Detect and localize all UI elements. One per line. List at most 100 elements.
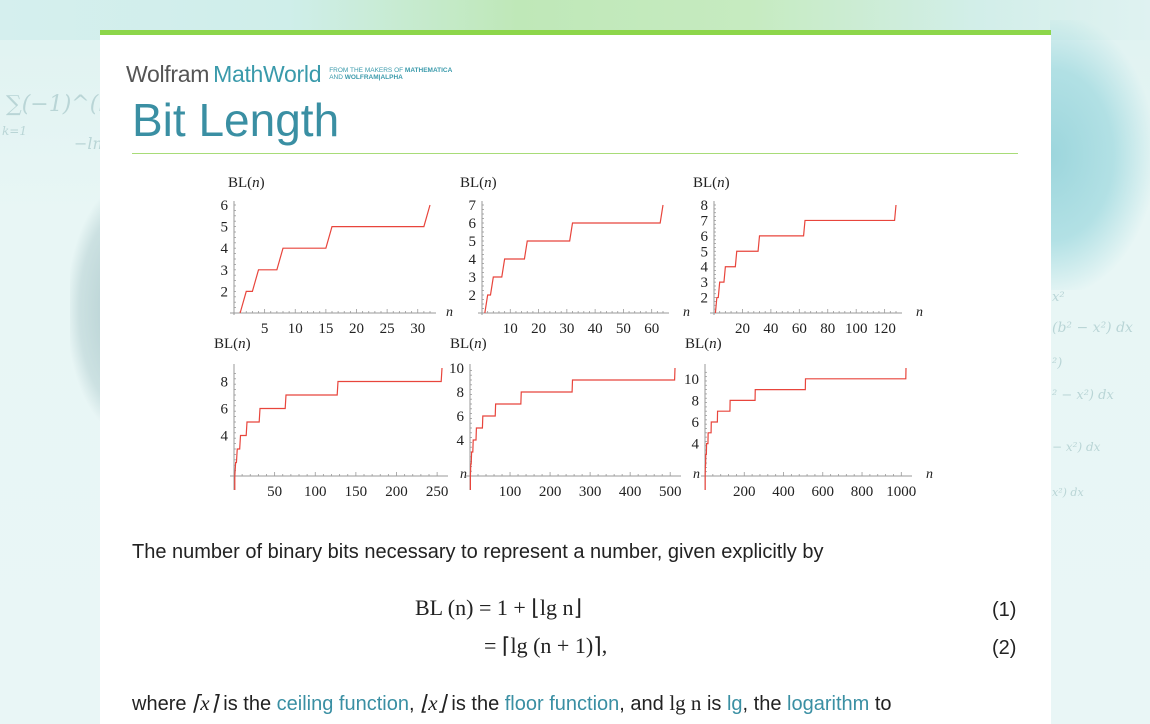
- svg-text:5: 5: [261, 321, 269, 337]
- svg-text:BL(n): BL(n): [228, 175, 265, 191]
- svg-text:300: 300: [579, 484, 602, 500]
- equation-2-number: (2): [992, 637, 1017, 659]
- svg-text:n: n: [916, 305, 923, 320]
- main-content-card: Wolfram MathWorld FROM THE MAKERS OF MAT…: [100, 30, 1051, 724]
- svg-text:400: 400: [619, 484, 642, 500]
- plot-6: 200 400 600 800 1000 4 6 8 10 BL(n) n n: [684, 336, 933, 500]
- svg-text:20: 20: [735, 321, 750, 337]
- ceiling-x-math: ⌈x⌉: [192, 691, 218, 715]
- svg-text:6: 6: [457, 409, 465, 425]
- svg-text:BL(n): BL(n): [693, 175, 730, 191]
- svg-text:50: 50: [267, 484, 282, 500]
- intro-text: The number of binary bits necessary to r…: [132, 541, 824, 563]
- svg-text:30: 30: [559, 321, 574, 337]
- svg-text:10: 10: [503, 321, 518, 337]
- svg-text:60: 60: [644, 321, 659, 337]
- svg-text:n: n: [693, 467, 700, 482]
- svg-text:20: 20: [531, 321, 546, 337]
- page-title: Bit Length: [132, 94, 340, 146]
- svg-text:4: 4: [692, 437, 700, 453]
- equation-2: = ⌈lg (n + 1)⌉,: [484, 633, 608, 658]
- svg-text:4: 4: [701, 260, 709, 276]
- lg-n-math: lg n: [669, 691, 702, 715]
- svg-text:3: 3: [221, 263, 229, 279]
- svg-text:10: 10: [449, 361, 464, 377]
- svg-text:n: n: [446, 305, 453, 320]
- svg-text:8: 8: [457, 385, 465, 401]
- svg-text:2: 2: [469, 288, 477, 304]
- svg-text:20: 20: [349, 321, 364, 337]
- svg-text:6: 6: [221, 198, 229, 214]
- logo-wolfram-text: Wolfram: [126, 61, 210, 87]
- svg-text:n: n: [460, 467, 467, 482]
- svg-text:50: 50: [616, 321, 631, 337]
- svg-text:1000: 1000: [886, 484, 916, 500]
- definition-paragraph: where ⌈x⌉ is the ceiling function, ⌊x⌋ i…: [132, 691, 892, 715]
- background-integral-4: ² − x²) dx: [1052, 388, 1114, 403]
- svg-text:8: 8: [701, 198, 709, 214]
- plot-5: 100 200 300 400 500 4 6 8 10 BL(n) n: [449, 336, 681, 500]
- svg-text:2: 2: [701, 291, 709, 307]
- svg-text:100: 100: [499, 484, 522, 500]
- background-integral-3: ²): [1052, 356, 1063, 371]
- svg-text:2: 2: [221, 284, 229, 300]
- title-divider: [132, 153, 1018, 154]
- svg-text:250: 250: [426, 484, 449, 500]
- svg-text:120: 120: [873, 321, 896, 337]
- svg-text:7: 7: [469, 198, 477, 214]
- plot-2: 10 20 30 40 50 60 2 3 4 5 6 7 BL(n) n: [460, 175, 690, 337]
- svg-text:40: 40: [763, 321, 778, 337]
- svg-text:60: 60: [792, 321, 807, 337]
- mathworld-logo[interactable]: Wolfram MathWorld FROM THE MAKERS OF MAT…: [126, 61, 452, 88]
- svg-text:n: n: [683, 305, 690, 320]
- svg-text:4: 4: [221, 429, 229, 445]
- svg-text:6: 6: [692, 415, 700, 431]
- equation-1-number: (1): [992, 599, 1017, 621]
- background-integral-5: − x²) dx: [1052, 440, 1101, 454]
- background-decoration-right: [1050, 20, 1150, 290]
- svg-text:3: 3: [701, 275, 709, 291]
- svg-text:6: 6: [469, 216, 477, 232]
- svg-text:10: 10: [288, 321, 303, 337]
- svg-text:BL(n): BL(n): [685, 336, 722, 352]
- svg-text:4: 4: [457, 433, 465, 449]
- svg-text:8: 8: [221, 375, 229, 391]
- svg-text:BL(n): BL(n): [214, 336, 251, 352]
- svg-text:100: 100: [845, 321, 868, 337]
- svg-text:5: 5: [469, 234, 477, 250]
- svg-text:400: 400: [772, 484, 795, 500]
- svg-text:200: 200: [385, 484, 408, 500]
- lg-link[interactable]: lg: [726, 693, 743, 715]
- svg-text:200: 200: [733, 484, 756, 500]
- svg-text:500: 500: [659, 484, 682, 500]
- background-integral-1: x²: [1052, 290, 1065, 305]
- logo-tagline: FROM THE MAKERS OF MATHEMATICA AND WOLFR…: [329, 66, 453, 81]
- svg-text:3: 3: [469, 270, 477, 286]
- logo-mathworld-text: MathWorld: [213, 61, 322, 87]
- plot-1: 5 10 15 20 25 30 2 3 4 5 6 BL(n) n: [221, 175, 454, 337]
- ceiling-function-link[interactable]: ceiling function: [276, 693, 409, 715]
- svg-text:5: 5: [701, 244, 709, 260]
- svg-text:600: 600: [812, 484, 835, 500]
- svg-text:7: 7: [701, 213, 709, 229]
- svg-text:150: 150: [345, 484, 368, 500]
- svg-text:200: 200: [539, 484, 562, 500]
- floor-function-link[interactable]: floor function: [504, 693, 620, 715]
- svg-text:6: 6: [221, 402, 229, 418]
- svg-text:800: 800: [851, 484, 874, 500]
- background-ln: −ln: [74, 134, 103, 153]
- floor-x-math: ⌊x⌋: [420, 691, 446, 715]
- background-integral-2: (b² − x²) dx: [1052, 320, 1133, 336]
- svg-text:30: 30: [410, 321, 425, 337]
- svg-text:100: 100: [304, 484, 327, 500]
- svg-text:80: 80: [820, 321, 835, 337]
- svg-text:n: n: [926, 467, 933, 482]
- svg-text:4: 4: [469, 252, 477, 268]
- svg-text:25: 25: [380, 321, 395, 337]
- svg-text:40: 40: [588, 321, 603, 337]
- background-integral-6: x²) dx: [1052, 486, 1084, 499]
- plot-4: 50 100 150 200 250 4 6 8 BL(n): [214, 336, 448, 500]
- svg-text:8: 8: [692, 393, 700, 409]
- logarithm-link[interactable]: logarithm: [787, 693, 870, 715]
